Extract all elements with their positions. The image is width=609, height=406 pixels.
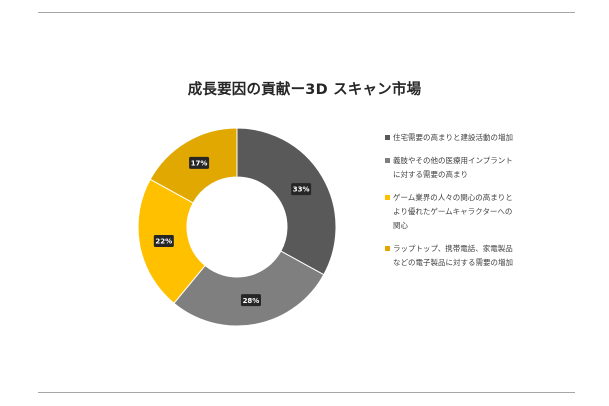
legend-item-1: 義肢やその他の医療用インプラントに対する需要の高まり (385, 154, 513, 182)
slice-label-bg (291, 183, 312, 196)
legend-label: ゲーム業界の人々の関心の高まりとより優れたゲームキャラクターへの関心 (393, 193, 513, 230)
legend-item-3: ラップトップ、携帯電話、家電製品などの電子製品に対する需要の増加 (385, 242, 513, 270)
legend-label: ラップトップ、携帯電話、家電製品などの電子製品に対する需要の増加 (393, 244, 513, 267)
slice-label-text: 17% (191, 159, 208, 167)
legend-label: 義肢やその他の医療用インプラントに対する需要の高まり (393, 156, 513, 179)
slice-label-2: 22% (153, 234, 174, 247)
slice-label-0: 33% (291, 183, 312, 196)
legend-item-0: 住宅需要の高まりと建設活動の増加 (385, 131, 513, 145)
legend-item-2: ゲーム業界の人々の関心の高まりとより優れたゲームキャラクターへの関心 (385, 191, 513, 233)
legend-swatch (385, 135, 390, 140)
legend-swatch (385, 195, 390, 200)
slice-label-3: 17% (189, 156, 210, 169)
slice-label-bg (153, 234, 174, 247)
slice-label-text: 33% (293, 186, 310, 194)
chart-legend: 住宅需要の高まりと建設活動の増加義肢やその他の医療用インプラントに対する需要の高… (385, 131, 513, 279)
chart-title: 成長要因の貢献ー3D スキャン市場 (187, 82, 422, 98)
donut-slice-1 (173, 250, 325, 327)
top-divider (38, 12, 575, 13)
donut-slice-0 (236, 127, 337, 276)
bottom-divider (38, 392, 575, 393)
slice-label-bg (240, 294, 261, 307)
slice-label-text: 28% (243, 297, 260, 305)
slice-label-1: 28% (240, 294, 261, 307)
slice-label-bg (189, 156, 210, 169)
legend-label: 住宅需要の高まりと建設活動の増加 (393, 133, 513, 142)
legend-swatch (385, 246, 390, 251)
legend-swatch (385, 158, 390, 163)
slice-label-text: 22% (155, 238, 172, 246)
